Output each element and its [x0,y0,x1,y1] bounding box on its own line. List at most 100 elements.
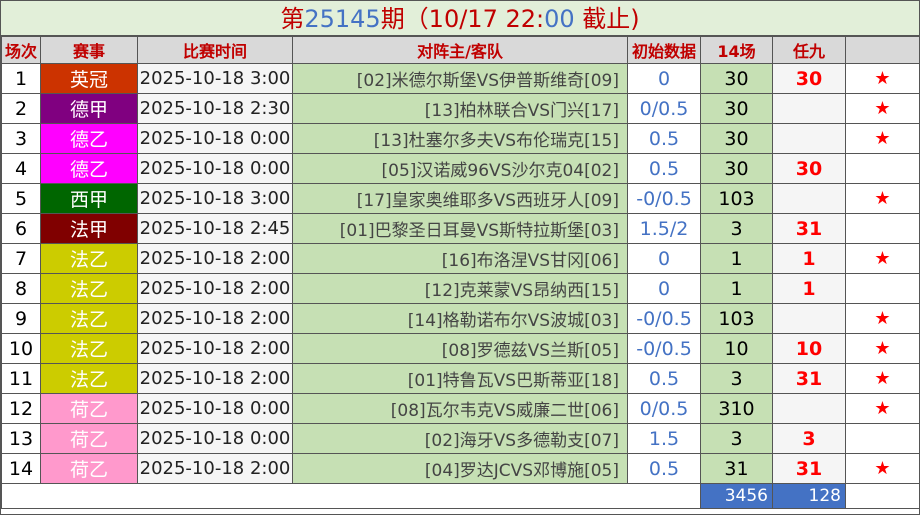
table-row: 13 荷乙 2025-10-18 0:00 [02]海牙VS多德勒支[07] 1.5 3 3 [1,423,919,454]
cell-time: 2025-10-18 0:00 [137,123,293,154]
column-header: 初始数据 [627,36,701,64]
cell-match: [01]特鲁瓦VS巴斯蒂亚[18] [292,363,628,394]
cell-no: 10 [1,333,41,364]
star-icon: ★ [845,393,919,424]
star-icon: ★ [845,453,919,484]
table-row: 9 法乙 2025-10-18 2:00 [14]格勒诺布尔VS波城[03] -0/0.… [1,303,919,334]
cell-r9: 3 [772,423,846,454]
cell-c14: 103 [700,183,773,214]
cell-c14: 30 [700,153,773,184]
cell-r9: 31 [772,213,846,244]
cell-no: 2 [1,93,41,124]
star-icon: ★ [845,63,919,94]
cell-c14: 103 [700,303,773,334]
cell-match: [08]罗德兹VS兰斯[05] [292,333,628,364]
period-number: 25145 [304,5,381,33]
cell-r9: 31 [772,363,846,394]
cell-match: [12]克莱蒙VS昂纳西[15] [292,273,628,304]
cell-c14: 3 [700,213,773,244]
star-icon: ★ [845,333,919,364]
cell-c14: 30 [700,123,773,154]
page-title: 第25145期（10/17 22:00 截止) [1,1,919,36]
cell-init: -0/0.5 [627,303,701,334]
cell-r9 [772,183,846,214]
cell-match: [13]柏林联合VS门兴[17] [292,93,628,124]
cell-league: 德乙 [40,123,138,154]
table-row: 3 德乙 2025-10-18 0:00 [13]杜塞尔多夫VS布伦瑞克[15] 0.5… [1,123,919,154]
cell-league: 荷乙 [40,453,138,484]
cell-no: 5 [1,183,41,214]
cell-match: [17]皇家奥维耶多VS西班牙人[09] [292,183,628,214]
cell-match: [01]巴黎圣日耳曼VS斯特拉斯堡[03] [292,213,628,244]
table-row: 11 法乙 2025-10-18 2:00 [01]特鲁瓦VS巴斯蒂亚[18] 0.5 3… [1,363,919,394]
cell-league: 法乙 [40,243,138,274]
table-row: 5 西甲 2025-10-18 3:00 [17]皇家奥维耶多VS西班牙人[09] -0… [1,183,919,214]
cell-r9 [772,303,846,334]
table-row: 1 英冠 2025-10-18 3:00 [02]米德尔斯堡VS伊普斯维奇[09] 0 3… [1,63,919,94]
cell-c14: 10 [700,333,773,364]
cell-no: 7 [1,243,41,274]
cell-init: 0 [627,63,701,94]
cell-no: 11 [1,363,41,394]
cell-c14: 3 [700,423,773,454]
star-icon [845,153,919,184]
cell-r9 [772,393,846,424]
column-header: 场次 [1,36,41,64]
cell-league: 法乙 [40,273,138,304]
cell-time: 2025-10-18 0:00 [137,153,293,184]
cell-init: 0 [627,243,701,274]
cell-init: 0.5 [627,363,701,394]
title-suffix: 截止) [574,5,640,33]
cell-time: 2025-10-18 2:45 [137,213,293,244]
cell-r9: 30 [772,153,846,184]
star-icon [845,213,919,244]
cell-no: 13 [1,423,41,454]
table-row: 14 荷乙 2025-10-18 2:00 [04]罗达JCVS邓博施[05] 0.5 3… [1,453,919,484]
column-header: 对阵主/客队 [292,36,628,64]
cell-league: 法乙 [40,333,138,364]
star-icon: ★ [845,123,919,154]
cell-r9 [772,93,846,124]
cell-league: 法乙 [40,363,138,394]
table-row: 7 法乙 2025-10-18 2:00 [16]布洛涅VS甘冈[06] 0 1 1 ★ [1,243,919,274]
cell-league: 法乙 [40,303,138,334]
cell-r9: 30 [772,63,846,94]
total-r9: 128 [772,483,846,509]
cell-time: 2025-10-18 2:00 [137,363,293,394]
cell-match: [02]海牙VS多德勒支[07] [292,423,628,454]
totals-spacer [1,483,701,509]
column-header: 任九 [772,36,846,64]
cell-time: 2025-10-18 3:00 [137,63,293,94]
cell-no: 14 [1,453,41,484]
cell-c14: 30 [700,93,773,124]
table-row: 10 法乙 2025-10-18 2:00 [08]罗德兹VS兰斯[05] -0/0.5… [1,333,919,364]
cell-init: 0.5 [627,453,701,484]
cell-match: [04]罗达JCVS邓博施[05] [292,453,628,484]
totals-empty [845,483,919,509]
cell-init: 0 [627,273,701,304]
cell-no: 9 [1,303,41,334]
cell-match: [14]格勒诺布尔VS波城[03] [292,303,628,334]
total-14: 3456 [700,483,773,509]
cell-time: 2025-10-18 2:00 [137,333,293,364]
cell-league: 西甲 [40,183,138,214]
match-table: 场次 赛事 比赛时间 对阵主/客队 初始数据 14场 任九 1 英冠 2025-10-18 3:… [1,36,919,509]
star-icon: ★ [845,303,919,334]
star-icon: ★ [845,93,919,124]
cell-init: 0.5 [627,153,701,184]
table-row: 6 法甲 2025-10-18 2:45 [01]巴黎圣日耳曼VS斯特拉斯堡[03] 1… [1,213,919,244]
cell-match: [16]布洛涅VS甘冈[06] [292,243,628,274]
cell-r9 [772,123,846,154]
column-header: 比赛时间 [137,36,293,64]
cell-league: 法甲 [40,213,138,244]
column-header: 赛事 [40,36,138,64]
cell-init: 1.5/2 [627,213,701,244]
star-icon [845,273,919,304]
star-icon: ★ [845,183,919,214]
cell-match: [05]汉诺威96VS沙尔克04[02] [292,153,628,184]
cell-r9: 31 [772,453,846,484]
cell-r9: 10 [772,333,846,364]
table-row: 12 荷乙 2025-10-18 0:00 [08]瓦尔韦克VS威廉二世[06] 0/0… [1,393,919,424]
cell-no: 8 [1,273,41,304]
